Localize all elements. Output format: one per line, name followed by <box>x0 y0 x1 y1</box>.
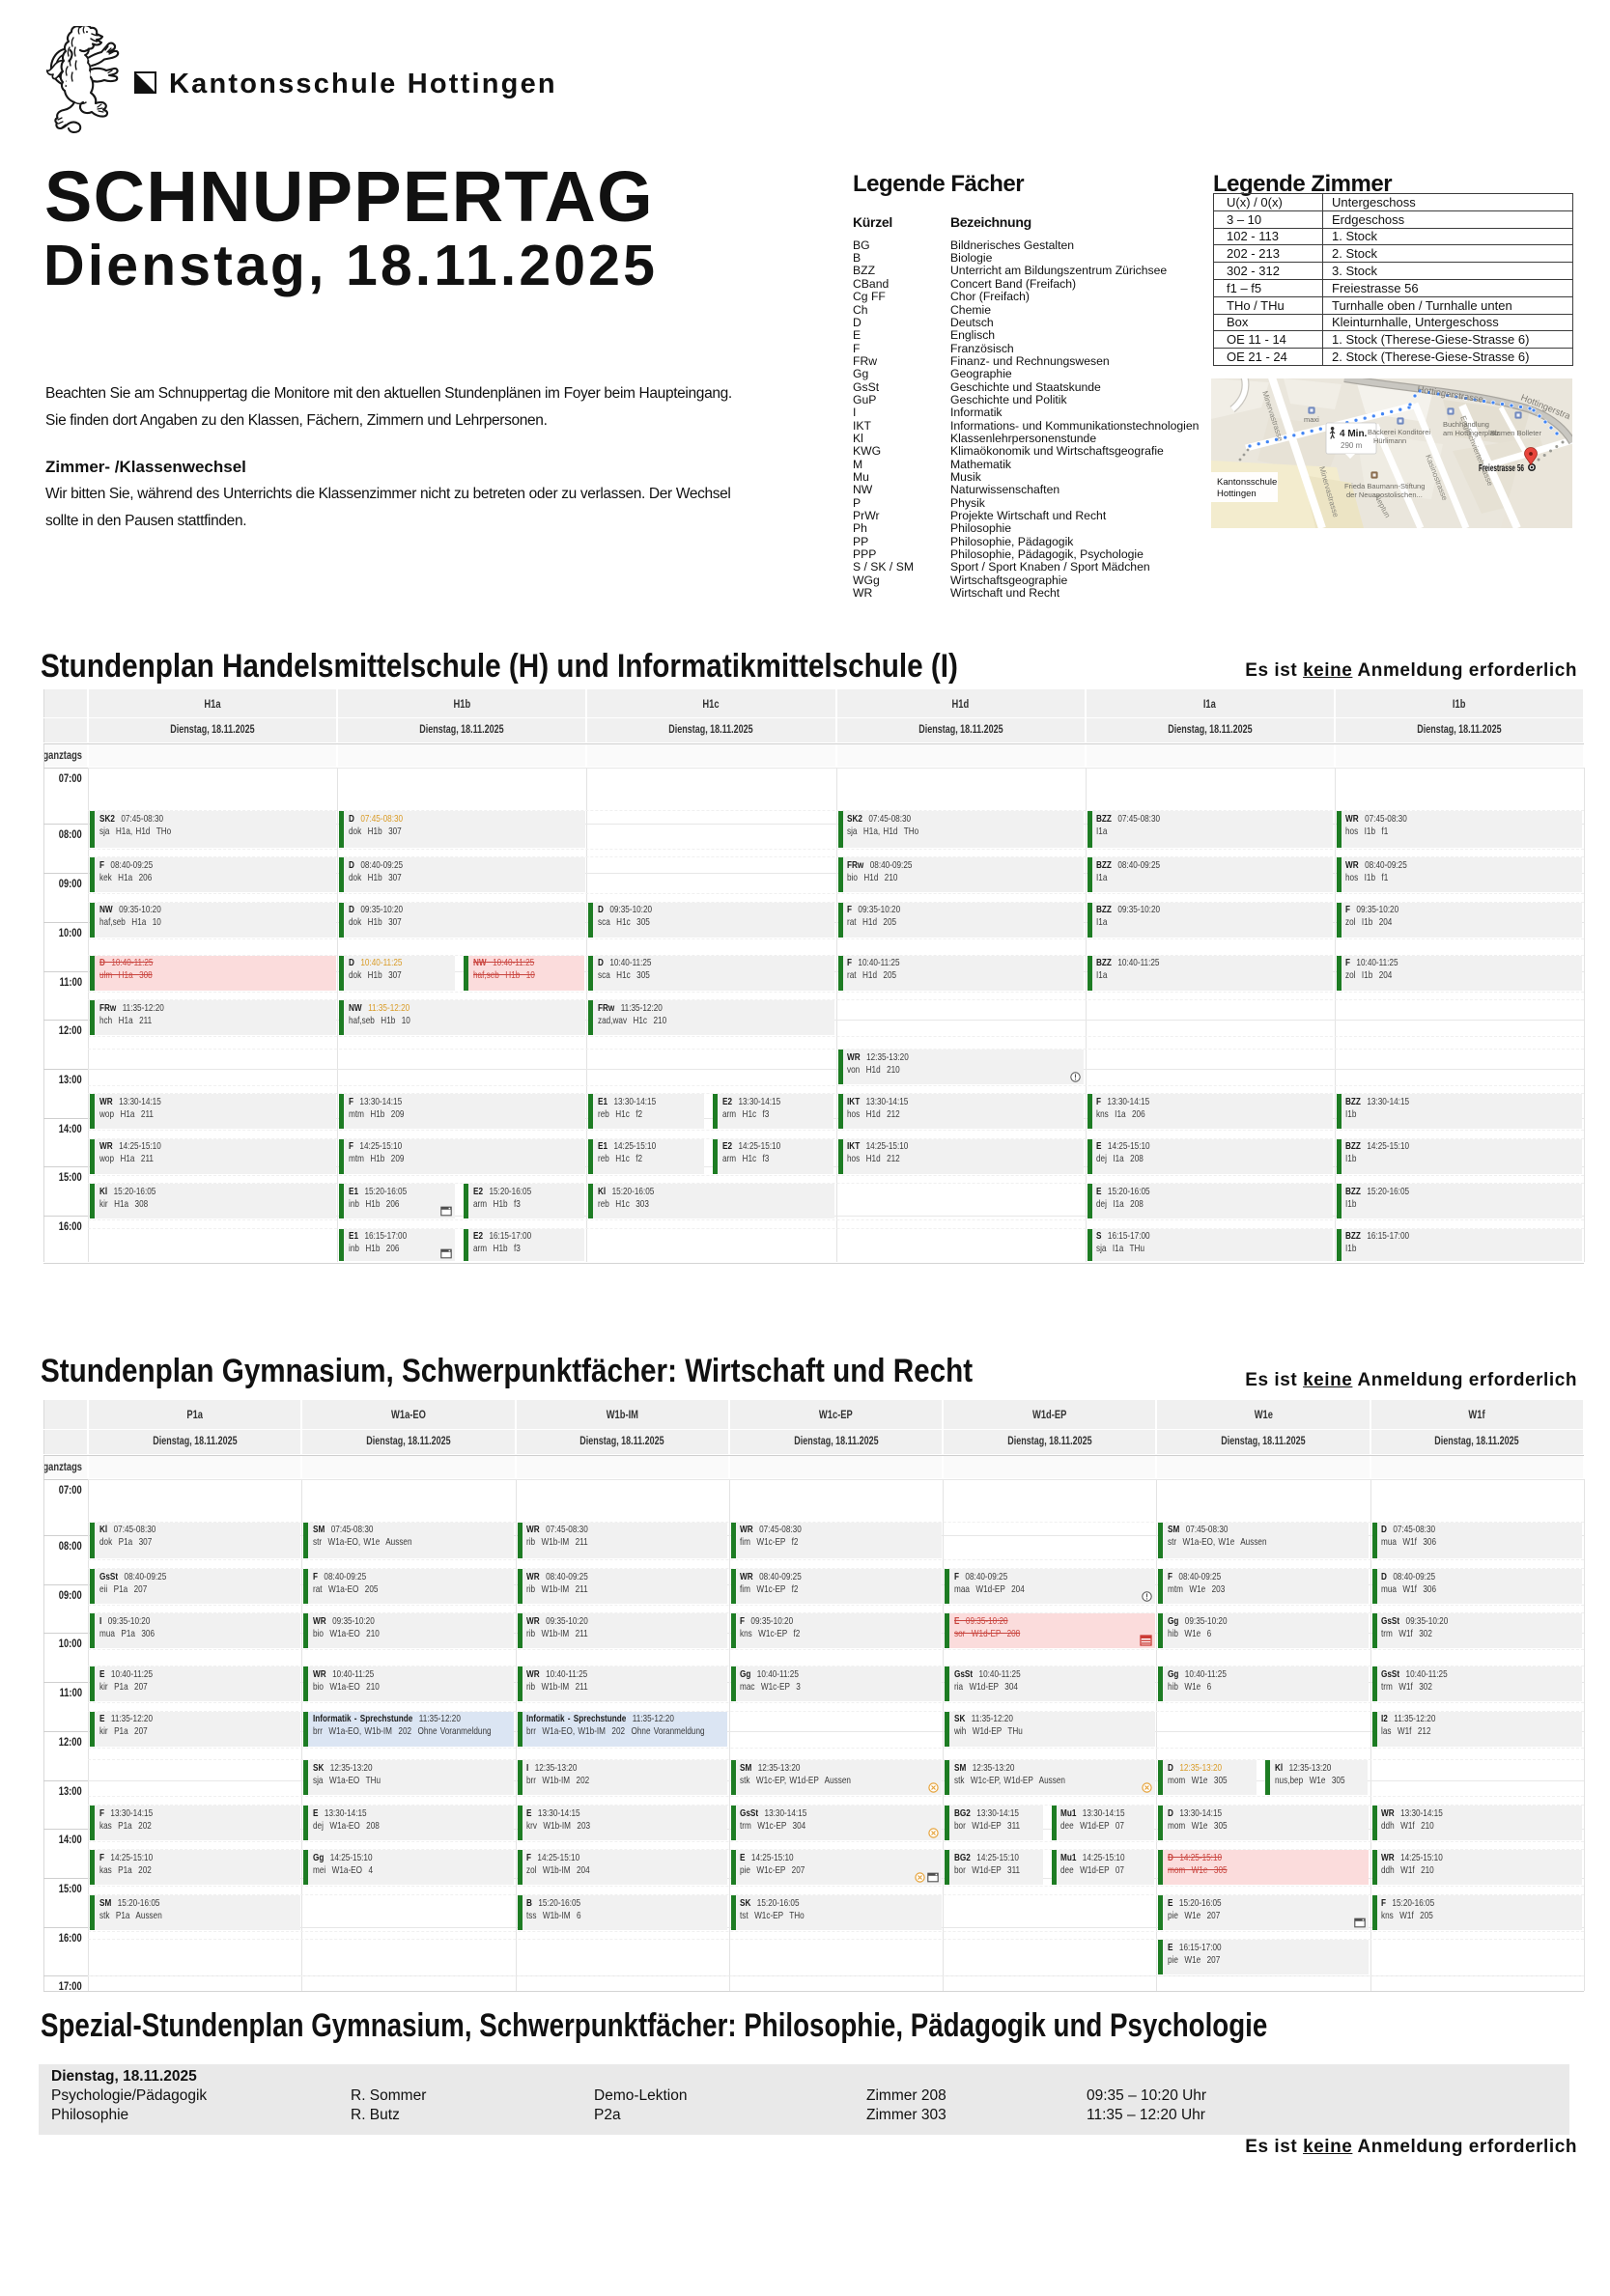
svg-text:Hottingen: Hottingen <box>1217 489 1257 499</box>
svg-text:4 Min.: 4 Min. <box>1340 429 1368 439</box>
svg-text:Blumen Bolleter: Blumen Bolleter <box>1490 429 1541 437</box>
svg-text:Frieda Baumann-Stiftung: Frieda Baumann-Stiftung <box>1344 482 1425 490</box>
svg-text:maxi: maxi <box>1304 415 1319 424</box>
svg-text:Hürlimann: Hürlimann <box>1373 436 1406 445</box>
svg-text:der Neuapostolischen...: der Neuapostolischen... <box>1346 490 1423 499</box>
svg-text:Bäckerei Konditorei: Bäckerei Konditorei <box>1368 428 1430 436</box>
svg-text:Kantonsschule: Kantonsschule <box>1217 477 1277 488</box>
svg-text:Buchhandlung: Buchhandlung <box>1443 420 1489 429</box>
svg-text:am Hottingerplatz: am Hottingerplatz <box>1443 429 1500 437</box>
svg-text:Freiestrasse 56: Freiestrasse 56 <box>1479 463 1524 474</box>
svg-text:290 m: 290 m <box>1341 441 1363 450</box>
